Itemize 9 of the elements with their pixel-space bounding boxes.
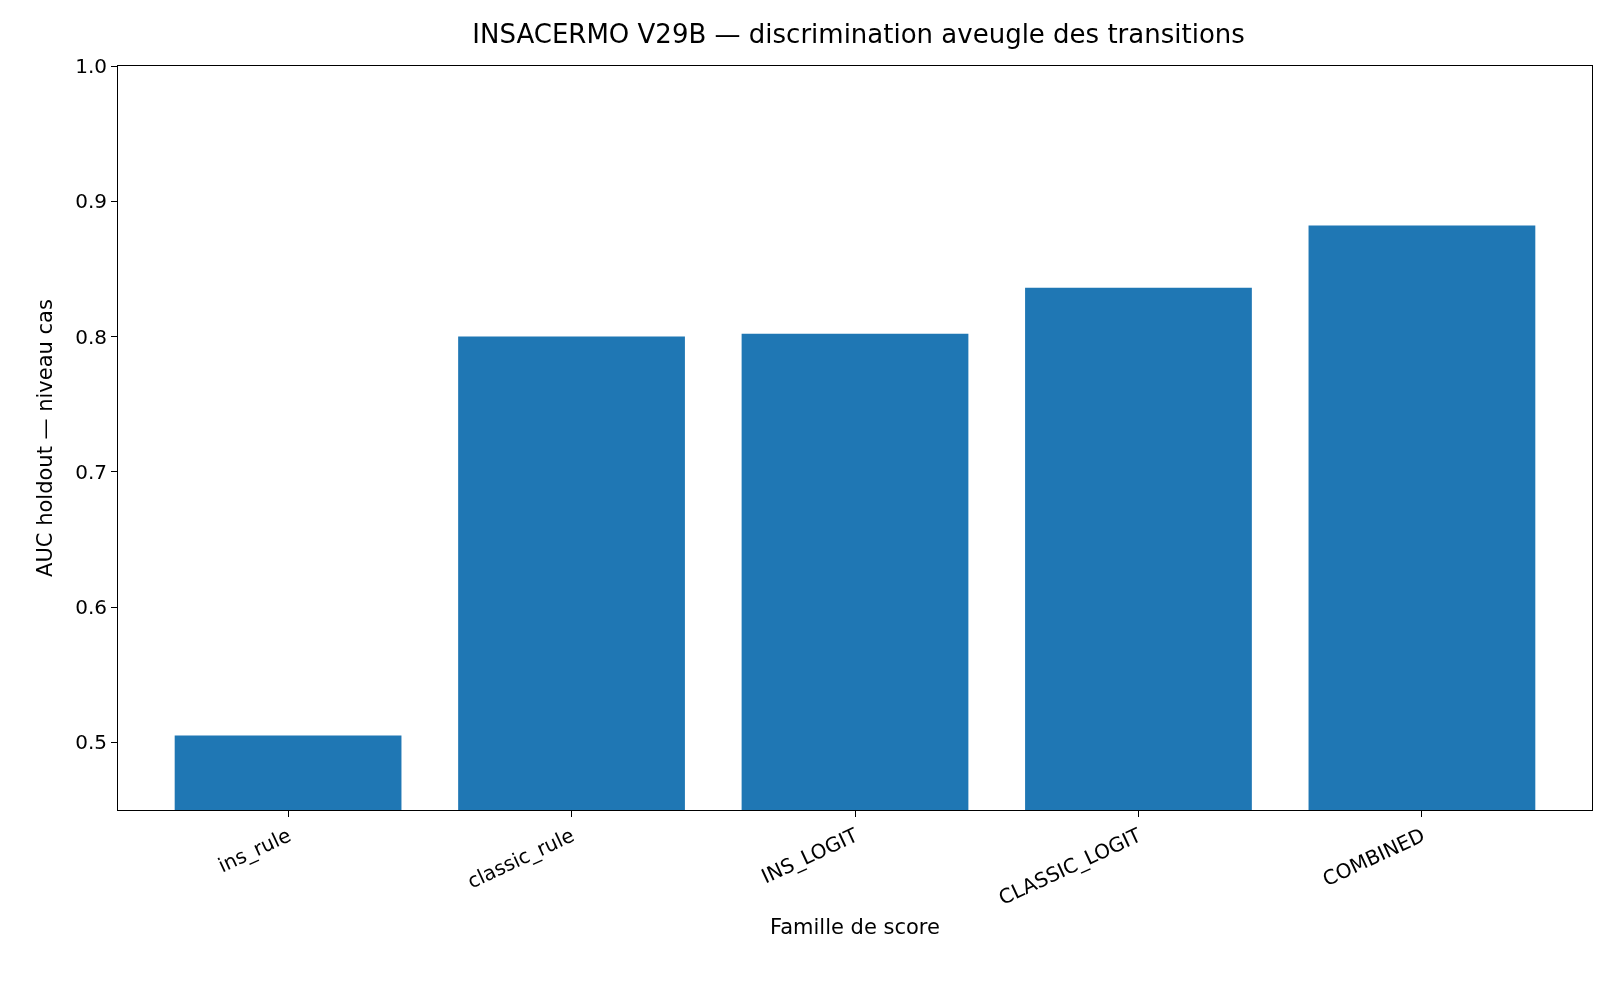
y-tick-label: 0.9 <box>75 189 107 214</box>
y-tick-label: 0.6 <box>75 595 107 620</box>
y-tick-label: 0.8 <box>75 324 107 349</box>
y-tick-label: 0.5 <box>75 730 107 755</box>
y-axis-title: AUC holdout — niveau cas <box>33 299 58 577</box>
y-tick-label: 0.7 <box>75 459 107 484</box>
chart-title: INSACERMO V29B — discrimination aveugle des transitions <box>472 18 1245 49</box>
y-tick-label: 1.0 <box>75 54 107 78</box>
x-axis-title: Famille de score <box>770 915 940 939</box>
